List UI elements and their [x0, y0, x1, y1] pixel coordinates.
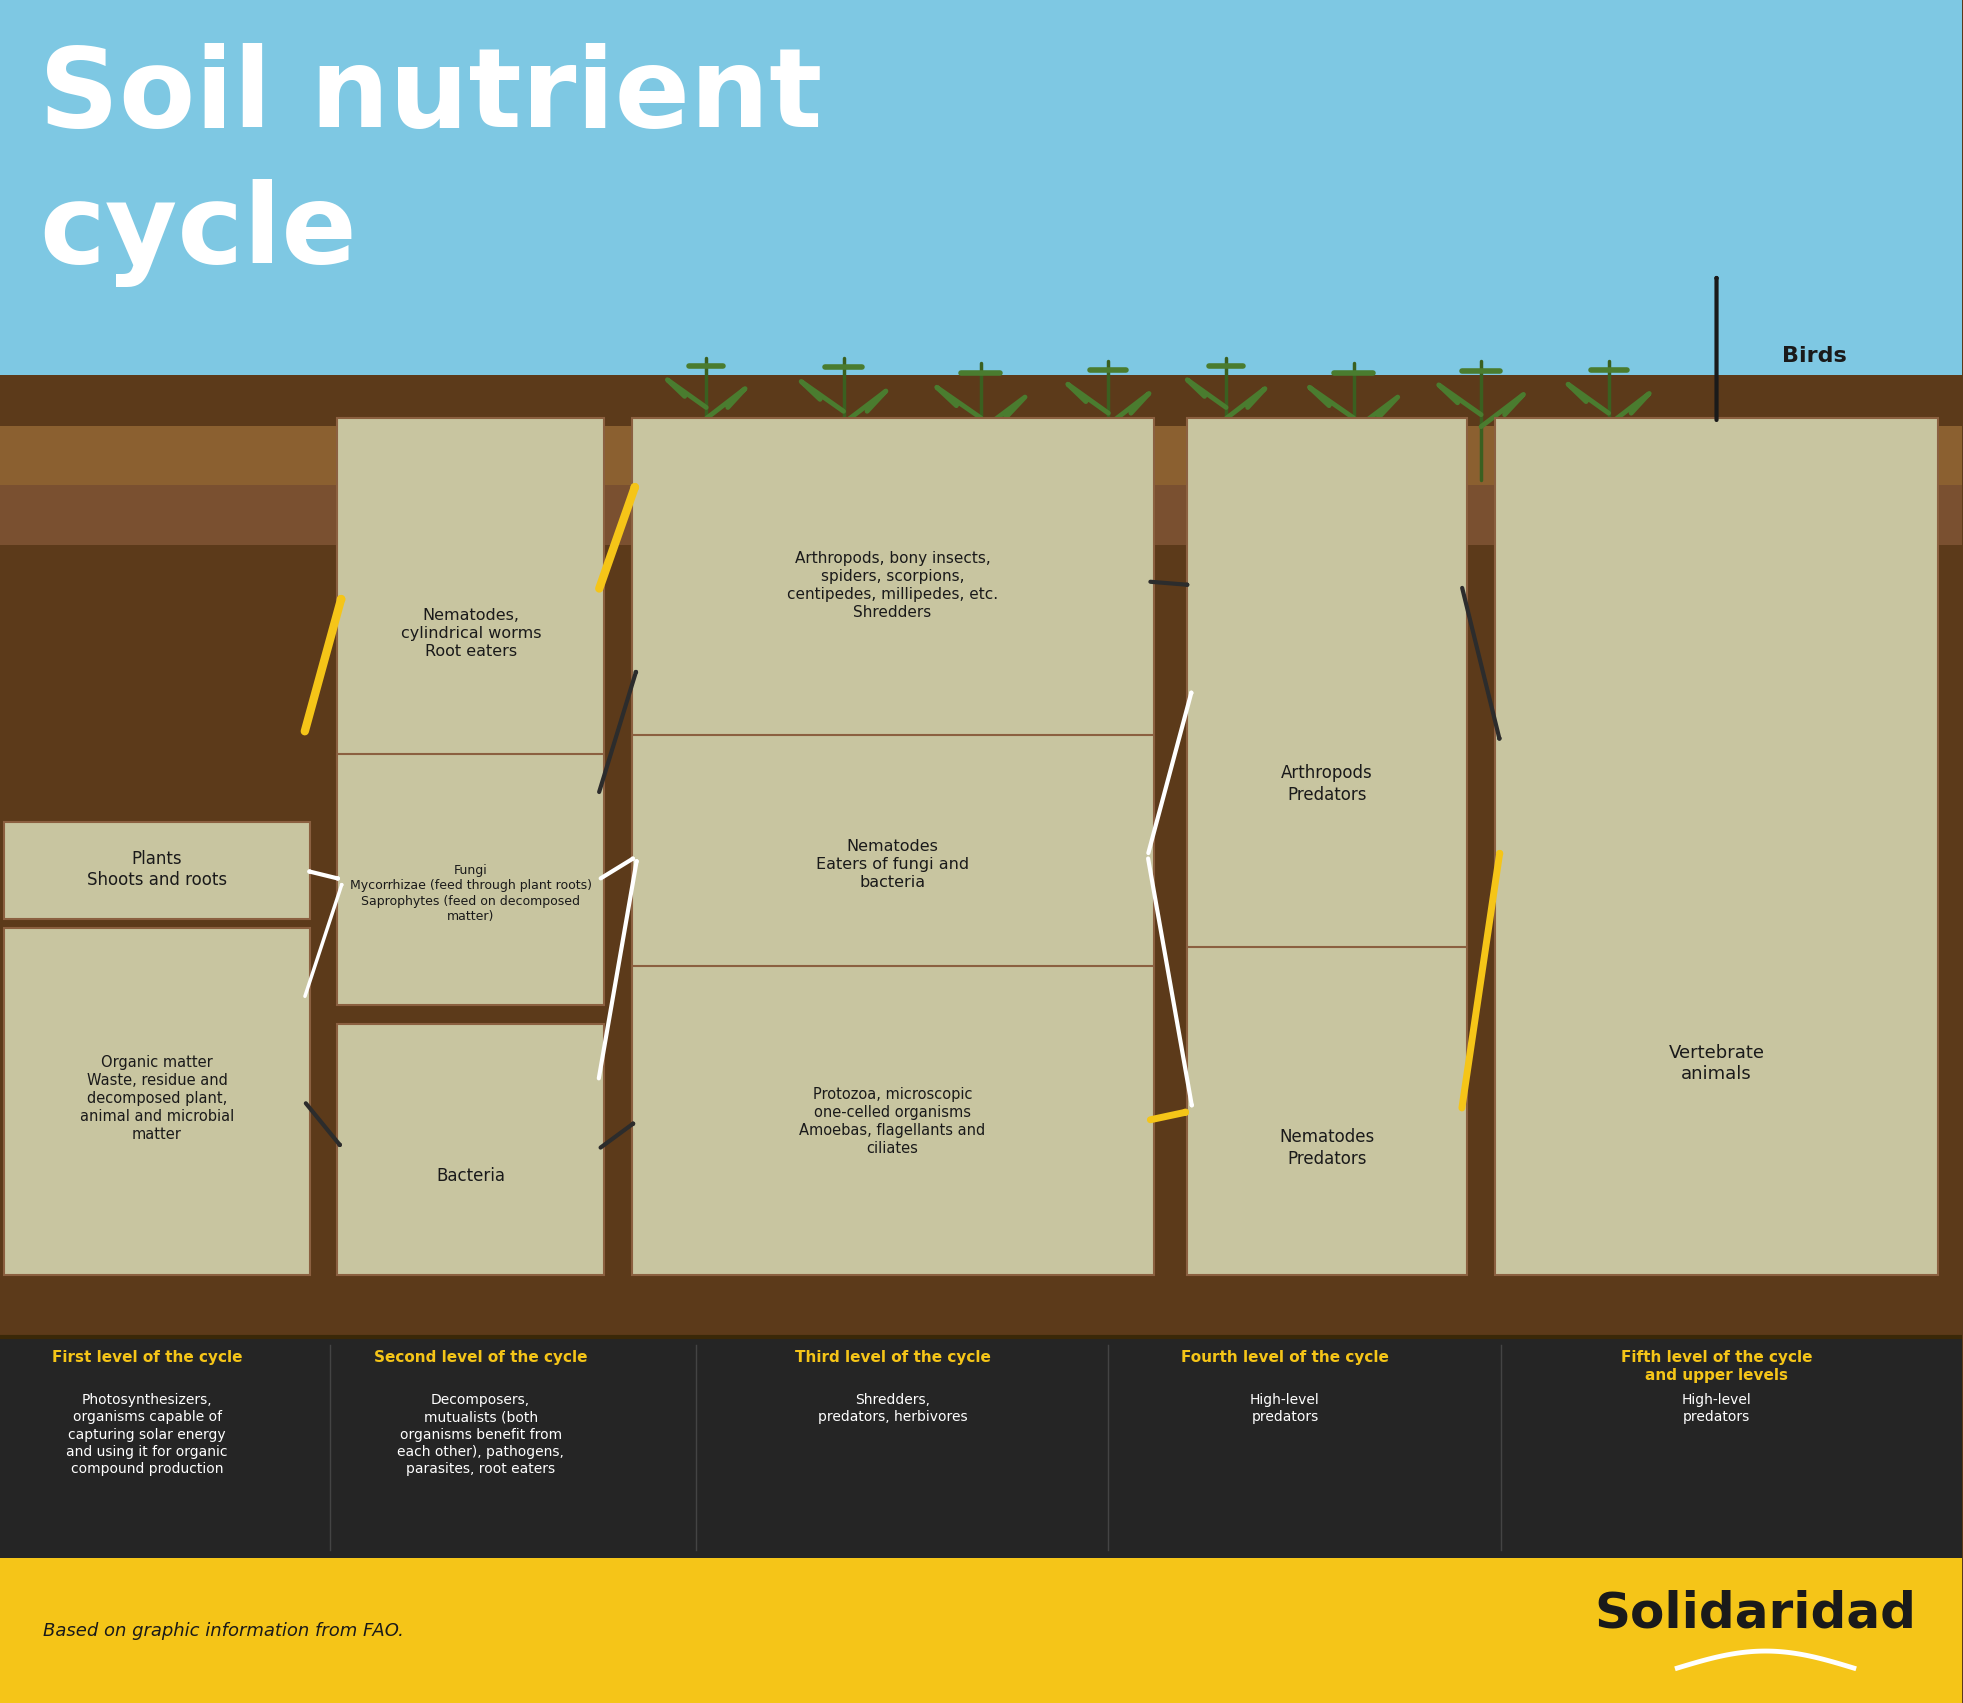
FancyBboxPatch shape [0, 375, 1961, 1337]
FancyBboxPatch shape [1188, 417, 1468, 957]
FancyBboxPatch shape [632, 417, 1154, 746]
Text: Solidaridad: Solidaridad [1594, 1589, 1916, 1638]
FancyBboxPatch shape [338, 417, 605, 765]
Text: First level of the cycle: First level of the cycle [51, 1350, 241, 1366]
Text: cycle: cycle [39, 179, 357, 286]
Text: Decomposers,
mutualists (both
organisms benefit from
each other), pathogens,
par: Decomposers, mutualists (both organisms … [397, 1393, 563, 1477]
FancyBboxPatch shape [632, 966, 1154, 1274]
Text: Fourth level of the cycle: Fourth level of the cycle [1182, 1350, 1390, 1366]
Text: Based on graphic information from FAO.: Based on graphic information from FAO. [43, 1621, 404, 1640]
Text: Arthropods
Predators: Arthropods Predators [1282, 765, 1372, 804]
FancyBboxPatch shape [4, 928, 310, 1274]
Text: Second level of the cycle: Second level of the cycle [373, 1350, 587, 1366]
FancyBboxPatch shape [0, 0, 1961, 375]
Text: Nematodes
Eaters of fungi and
bacteria: Nematodes Eaters of fungi and bacteria [817, 840, 970, 891]
Text: Third level of the cycle: Third level of the cycle [795, 1350, 991, 1366]
FancyBboxPatch shape [0, 443, 1961, 545]
Text: Nematodes,
cylindrical worms
Root eaters: Nematodes, cylindrical worms Root eaters [400, 608, 542, 659]
Text: Fungi
Mycorrhizae (feed through plant roots)
Saprophytes (feed on decomposed
mat: Fungi Mycorrhizae (feed through plant ro… [349, 863, 591, 923]
FancyBboxPatch shape [0, 1337, 1961, 1558]
Text: Vertebrate
animals: Vertebrate animals [1669, 1044, 1765, 1083]
Text: Organic matter
Waste, residue and
decomposed plant,
animal and microbial
matter: Organic matter Waste, residue and decomp… [80, 1054, 234, 1141]
FancyBboxPatch shape [4, 823, 310, 918]
FancyBboxPatch shape [1496, 417, 1937, 1274]
FancyBboxPatch shape [0, 426, 1961, 485]
Text: Shredders,
predators, herbivores: Shredders, predators, herbivores [819, 1393, 968, 1424]
FancyBboxPatch shape [0, 1558, 1961, 1703]
Text: Protozoa, microscopic
one-celled organisms
Amoebas, flagellants and
ciliates: Protozoa, microscopic one-celled organis… [799, 1087, 985, 1156]
Text: Birds: Birds [1782, 346, 1847, 366]
FancyBboxPatch shape [632, 736, 1154, 976]
FancyBboxPatch shape [338, 1024, 605, 1274]
Text: High-level
predators: High-level predators [1250, 1393, 1319, 1424]
Text: Photosynthesizers,
organisms capable of
capturing solar energy
and using it for : Photosynthesizers, organisms capable of … [67, 1393, 228, 1477]
Text: Bacteria: Bacteria [436, 1167, 504, 1185]
Text: Fifth level of the cycle
and upper levels: Fifth level of the cycle and upper level… [1621, 1350, 1812, 1383]
FancyBboxPatch shape [1188, 947, 1468, 1274]
Text: Arthropods, bony insects,
spiders, scorpions,
centipedes, millipedes, etc.
Shred: Arthropods, bony insects, spiders, scorp… [787, 550, 997, 620]
Text: Soil nutrient: Soil nutrient [39, 43, 822, 150]
FancyBboxPatch shape [338, 754, 605, 1005]
FancyBboxPatch shape [589, 375, 1863, 528]
Text: High-level
predators: High-level predators [1682, 1393, 1751, 1424]
Text: Nematodes
Predators: Nematodes Predators [1280, 1129, 1374, 1168]
Text: Plants
Shoots and roots: Plants Shoots and roots [86, 850, 228, 889]
